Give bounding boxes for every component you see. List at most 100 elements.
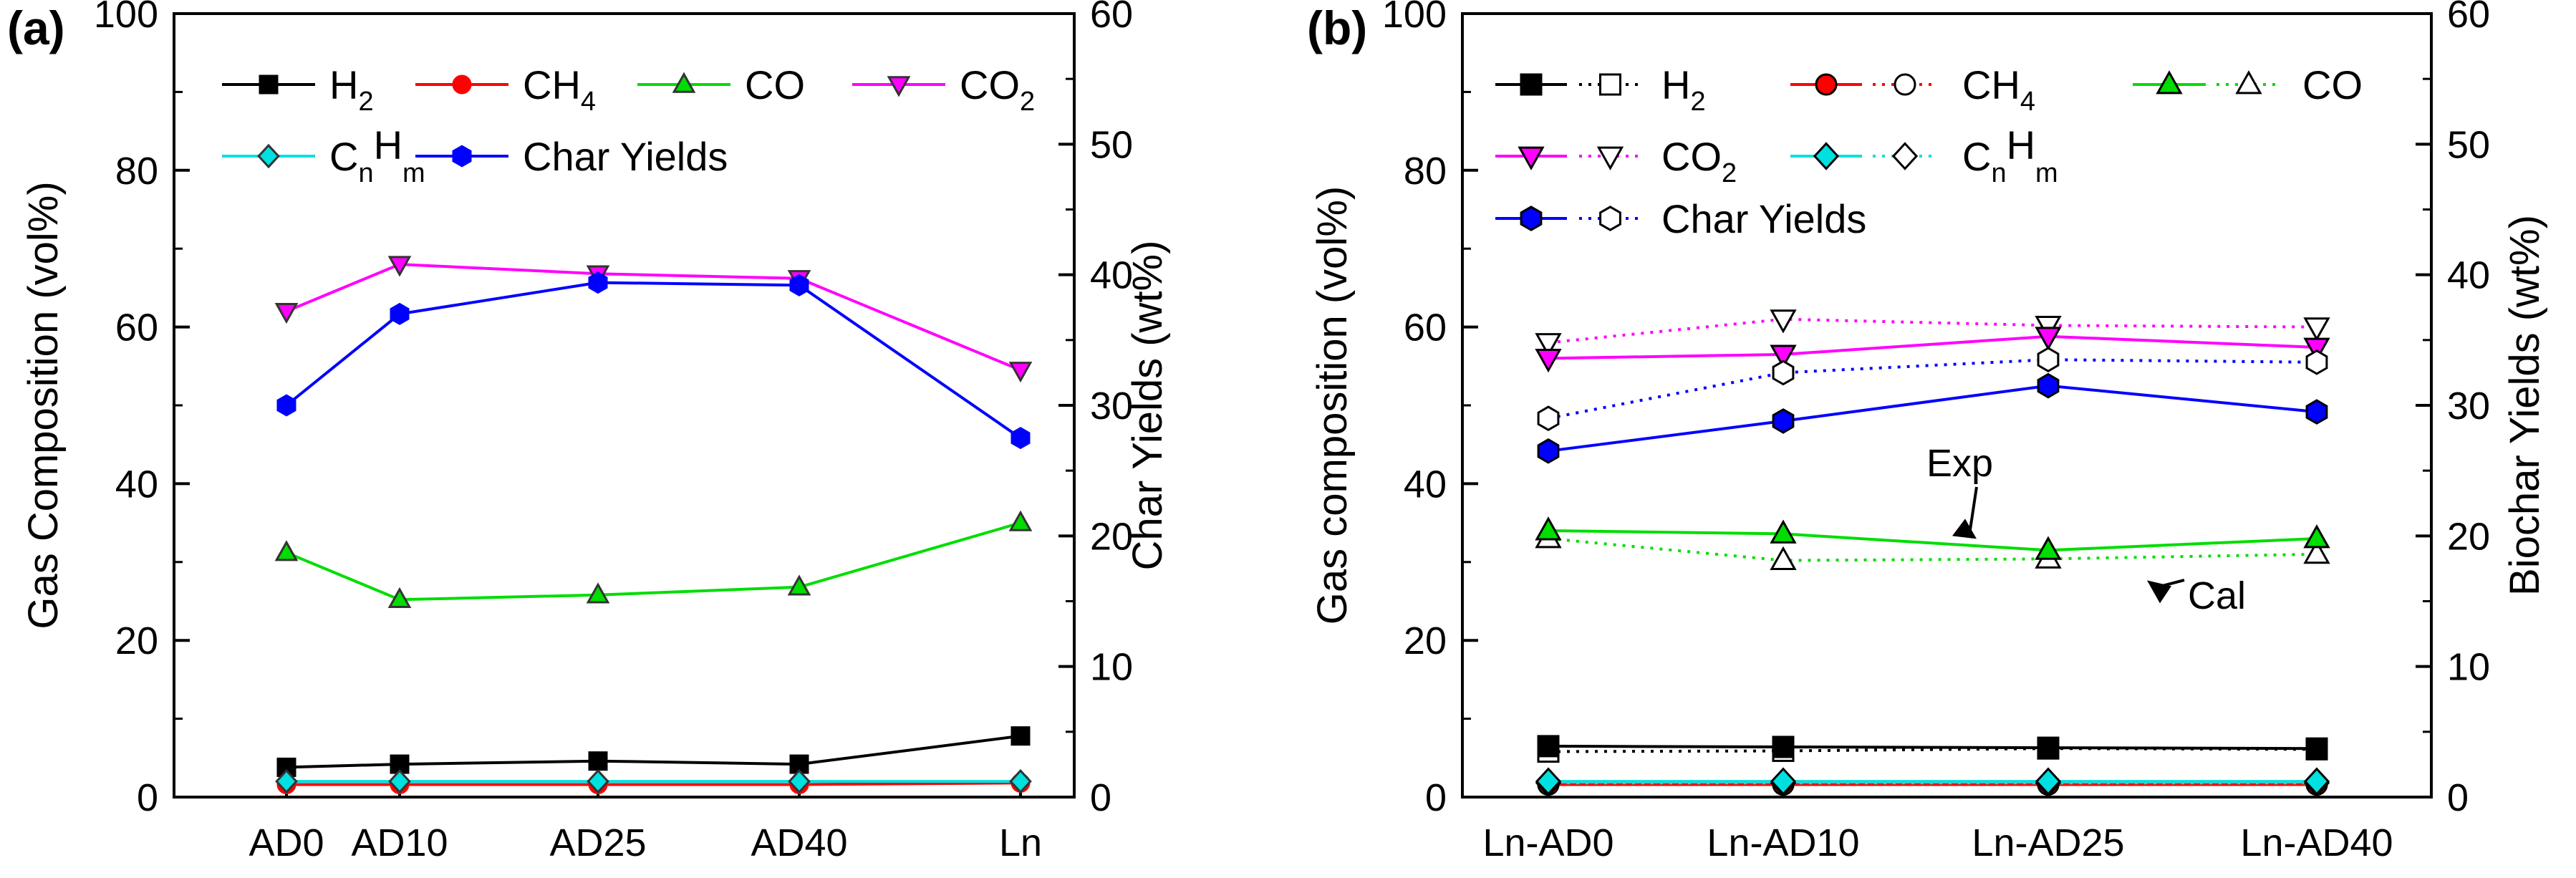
panel-b-legend-exp-marker bbox=[1815, 73, 1838, 96]
panel-b-x-tick-label: Ln-AD0 bbox=[1482, 821, 1613, 864]
panel-a-legend-cnhm-part-0: C bbox=[329, 134, 358, 179]
panel-a-legend-h2-sub: 2 bbox=[358, 87, 373, 117]
panel-a-x-tick-label: AD10 bbox=[351, 821, 448, 864]
panel-b-legend-cal-marker bbox=[1894, 73, 1916, 96]
panel-b-legend-co2-main: CO bbox=[1661, 134, 1722, 179]
panel-b-exp-point bbox=[1772, 735, 1795, 758]
panel-a-legend-co2-sub: 2 bbox=[1020, 87, 1035, 117]
panel-a-legend-cnhm-part-1: n bbox=[358, 158, 373, 188]
panel-b-legend-exp-marker bbox=[1520, 73, 1543, 96]
panel-b-exp-point bbox=[1535, 767, 1562, 796]
panel-a-left-tick-label: 0 bbox=[137, 776, 158, 819]
panel-a-legend-marker bbox=[887, 76, 911, 97]
panel-a-right-tick-label: 50 bbox=[1090, 123, 1133, 166]
panel-a-point bbox=[275, 768, 298, 794]
panel-a-legend-ch4: CH4 bbox=[523, 62, 596, 117]
panel-a-x-tick-label: AD25 bbox=[549, 821, 646, 864]
panel-a-left-tick-label: 20 bbox=[115, 619, 158, 662]
panel-a-legend-marker bbox=[672, 72, 696, 93]
panel-b-legend-cal-marker bbox=[1599, 206, 1621, 231]
panel-b-legend-cal-marker bbox=[2235, 70, 2262, 95]
panel-b-exp-point bbox=[1535, 516, 1562, 541]
panel-b-cal-point bbox=[1770, 309, 1797, 334]
panel-a-legend-ch4-sub: 4 bbox=[581, 87, 596, 117]
panel-b-cal-point bbox=[2037, 347, 2060, 373]
panel-b-legend-co2-sub: 2 bbox=[1722, 158, 1737, 188]
panel-b-legend-cal-marker bbox=[1599, 73, 1621, 96]
panel-a: (a) 0 20 40 60 80 100 0 10 20 30 40 50 60 AD0 AD10 AD25 A… bbox=[7, 0, 1171, 864]
panel-b-legend-h2-sub: 2 bbox=[1690, 87, 1705, 117]
panel-b-left-tick-label: 60 bbox=[1404, 307, 1447, 349]
panel-b-legend-cal-marker bbox=[1596, 146, 1624, 170]
panel-b-exp-point bbox=[2035, 767, 2062, 796]
panel-a-right-tick-label: 20 bbox=[1090, 515, 1133, 558]
panel-b-legend-ch4-main: CH bbox=[1962, 62, 2020, 107]
panel-b-cal-point bbox=[1772, 360, 1795, 386]
panel-a-legend-char-yields: Char Yields bbox=[523, 134, 728, 179]
panel-a-legend-co-main: CO bbox=[745, 62, 805, 107]
panel-b-annotation-cal-arrowhead bbox=[2147, 580, 2171, 604]
panel-a-legend-marker bbox=[452, 74, 472, 95]
panel-a-frame bbox=[173, 12, 1076, 799]
panel-b-right-tick-label: 50 bbox=[2447, 123, 2490, 166]
panel-a-point bbox=[788, 768, 811, 794]
panel-b-legend-cnhm-part-3: m bbox=[2035, 158, 2058, 188]
panel-b-right-tick-label: 60 bbox=[2447, 0, 2490, 36]
panel-b-legend-co2: CO2 bbox=[1661, 134, 1737, 188]
panel-b-legend-cnhm-part-0: C bbox=[1962, 134, 1991, 179]
panel-a-point bbox=[588, 751, 608, 771]
panel-a-right-axis-label: Char Yields (wt%) bbox=[1124, 241, 1171, 571]
panel-b-left-tick-label: 20 bbox=[1404, 619, 1447, 662]
panel-b-left-tick-label: 100 bbox=[1382, 0, 1447, 36]
panel-b-cal-point bbox=[1535, 333, 1562, 357]
panel-b-legend-cal-marker bbox=[1891, 142, 1919, 170]
panel-b-right-tick-label: 20 bbox=[2447, 515, 2490, 558]
panel-a-point bbox=[387, 256, 412, 277]
panel-b-legend-co-main: CO bbox=[2302, 62, 2363, 107]
panel-a-legend-co: CO bbox=[745, 62, 805, 107]
panel-b: (b) 0 20 40 60 80 100 0 10 20 30 40 50 60 Ln-AD0 Ln-AD1… bbox=[1307, 0, 2548, 864]
panel-b-exp-point bbox=[1770, 519, 1797, 544]
panel-b-exp-line-0 bbox=[1548, 744, 2317, 751]
panel-a-left-tick-label: 40 bbox=[115, 463, 158, 506]
panel-b-exp-point bbox=[2305, 399, 2328, 425]
panel-b-exp-line-3 bbox=[1548, 334, 2317, 360]
panel-b-x-tick-label: Ln-AD25 bbox=[1972, 821, 2124, 864]
panel-b-cal-point bbox=[1537, 405, 1560, 432]
panel-a-point bbox=[789, 274, 809, 296]
panel-a-x-tick-label: AD0 bbox=[249, 821, 324, 864]
panel-b-legend-ch4-sub: 4 bbox=[2020, 87, 2035, 117]
panel-b-exp-point bbox=[2037, 372, 2060, 399]
panel-b-left-axis-label: Gas composition (vol%) bbox=[1309, 186, 1356, 624]
panel-b-cal-point bbox=[2305, 349, 2328, 375]
panel-a-point bbox=[274, 303, 299, 324]
panel-a-legend-cnhm-part-2: H bbox=[374, 122, 402, 168]
panel-b-cal-line-5 bbox=[1548, 358, 2317, 420]
panel-a-left-tick-label: 100 bbox=[94, 0, 158, 36]
panel-b-legend-co: CO bbox=[2302, 62, 2363, 107]
panel-b-exp-point bbox=[1770, 344, 1797, 369]
panel-a-right-tick-label: 10 bbox=[1090, 646, 1133, 689]
panel-b-right-axis-label: Biochar Yields (wt%) bbox=[2502, 215, 2548, 596]
panel-b-left-tick-label: 80 bbox=[1404, 150, 1447, 193]
panel-a-right-tick-label: 0 bbox=[1090, 776, 1111, 819]
panel-b-cal-point bbox=[1770, 546, 1797, 571]
panel-a-point bbox=[586, 582, 610, 604]
panel-a-legend-char-yields-main: Char Yields bbox=[523, 134, 728, 179]
panel-b-x-tick-label: Ln-AD40 bbox=[2240, 821, 2393, 864]
panel-b-legend-cnhm-part-2: H bbox=[2007, 122, 2035, 168]
panel-b-exp-point bbox=[1537, 735, 1560, 758]
panel-a-legend-ch4-main: CH bbox=[523, 62, 581, 107]
panel-b-legend-char-yields: Char Yields bbox=[1661, 196, 1866, 241]
panel-a-right-tick-label: 30 bbox=[1090, 385, 1133, 428]
panel-b-legend-exp-marker bbox=[1520, 206, 1543, 231]
panel-b-right-tick-label: 40 bbox=[2447, 254, 2490, 297]
panel-b-annotation-exp-arrow bbox=[1968, 486, 1978, 535]
panel-a-legend-co2-main: CO bbox=[960, 62, 1020, 107]
panel-a-point bbox=[1010, 726, 1031, 746]
panel-b-exp-point bbox=[2035, 536, 2062, 560]
panel-b-legend-char-yields-main: Char Yields bbox=[1661, 196, 1866, 241]
panel-a-legend-h2-main: H bbox=[329, 62, 358, 107]
panel-a-x-tick-label: Ln bbox=[999, 821, 1042, 864]
